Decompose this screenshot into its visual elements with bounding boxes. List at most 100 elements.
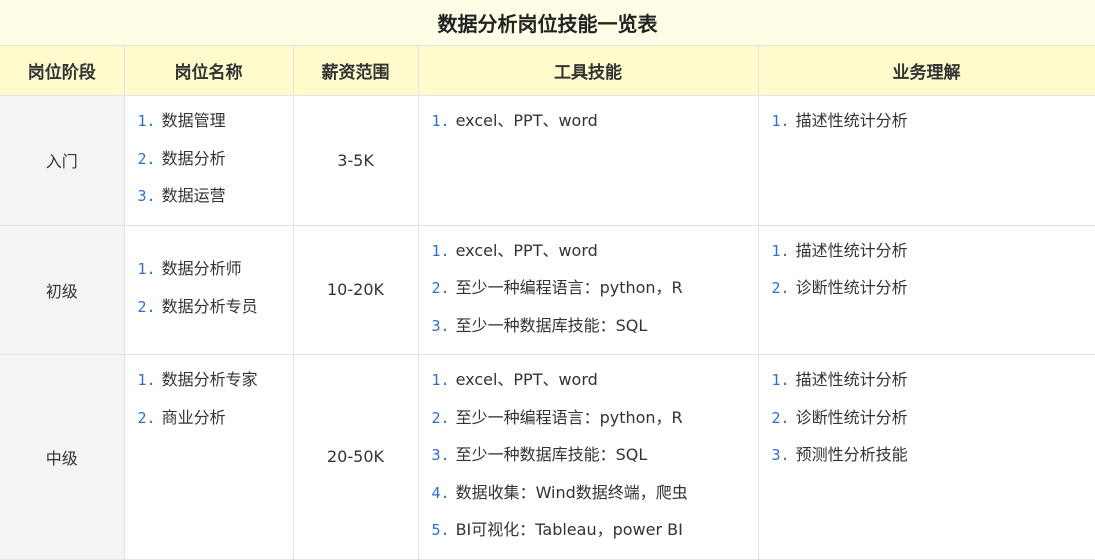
position-names-cell: 1. 数据分析师 2. 数据分析专员 <box>123 224 294 355</box>
names-list: 1. 数据分析师 2. 数据分析专员 <box>125 244 293 335</box>
list-item-text: 至少一种数据库技能：SQL <box>455 445 648 464</box>
list-item: 2. 至少一种编程语言：python，R <box>432 403 758 441</box>
list-item-text: 商业分析 <box>161 407 226 427</box>
list-item-text: 至少一种数据库技能：SQL <box>455 315 648 335</box>
names-list: 1. 数据管理 2. 数据分析 3. 数据运营 <box>125 96 293 225</box>
list-item: 1. 数据管理 <box>138 106 293 144</box>
list-item-text: 至少一种编程语言：python，R <box>455 407 683 427</box>
list-item: 3. 预测性分析技能 <box>772 440 1095 478</box>
header-salary: 薪资范围 <box>292 46 419 96</box>
list-item-text: excel、PPT、word <box>455 240 598 260</box>
names-list: 1. 数据分析专家 2. 商业分析 <box>125 355 293 446</box>
salary-cell: 3-5K <box>292 95 419 226</box>
list-item-text: 描述性统计分析 <box>795 111 908 130</box>
header-row: 岗位阶段 岗位名称 薪资范围 工具技能 业务理解 <box>0 46 1095 96</box>
skills-table: 岗位阶段 岗位名称 薪资范围 工具技能 业务理解 入门 1. 数据管理 2. 数据分析 3… <box>0 46 1095 560</box>
list-item: 2. 数据分析 <box>138 144 293 182</box>
table-row: 初级 1. 数据分析师 2. 数据分析专员 10-20K 1. excel、PPT、word 2… <box>0 224 1095 355</box>
list-number: 2. <box>771 279 790 297</box>
list-number: 1. <box>137 260 156 279</box>
list-number: 1. <box>431 371 450 389</box>
list-item-text: 数据收集：Wind数据终端，爬虫 <box>455 482 688 502</box>
list-item: 2. 诊断性统计分析 <box>772 403 1095 441</box>
header-business: 业务理解 <box>757 46 1095 96</box>
list-number: 4. <box>431 483 450 502</box>
business-cell: 1. 描述性统计分析 <box>757 95 1095 226</box>
salary-cell: 20-50K <box>292 354 419 560</box>
list-item-text: 描述性统计分析 <box>795 370 908 389</box>
tools-list: 1. excel、PPT、word 2. 至少一种编程语言：python，R 3. 至少一… <box>419 355 758 559</box>
list-item-text: 数据运营 <box>161 186 226 205</box>
list-item-text: 预测性分析技能 <box>795 445 908 464</box>
list-item: 2. 至少一种编程语言：python，R <box>432 273 758 311</box>
list-item: 1. 数据分析师 <box>138 254 293 292</box>
list-item: 5. BI可视化：Tableau，power BI <box>432 515 758 553</box>
business-cell: 1. 描述性统计分析 2. 诊断性统计分析 <box>757 224 1095 355</box>
business-list: 1. 描述性统计分析 2. 诊断性统计分析 <box>759 226 1095 317</box>
list-item: 2. 商业分析 <box>138 403 293 441</box>
list-number: 2. <box>137 408 156 427</box>
list-item-text: 数据分析师 <box>161 259 242 279</box>
list-number: 3. <box>431 316 450 335</box>
list-number: 2. <box>137 297 156 316</box>
list-item: 3. 至少一种数据库技能：SQL <box>432 440 758 478</box>
list-item: 3. 至少一种数据库技能：SQL <box>432 311 758 349</box>
list-item-text: 诊断性统计分析 <box>795 278 908 297</box>
list-item: 1. excel、PPT、word <box>432 106 758 144</box>
list-item: 1. excel、PPT、word <box>432 365 758 403</box>
business-list: 1. 描述性统计分析 2. 诊断性统计分析 3. 预测性分析技能 <box>759 355 1095 484</box>
list-number: 1. <box>137 371 156 389</box>
stage-cell: 入门 <box>0 95 125 226</box>
list-item-text: 数据分析专家 <box>161 370 258 389</box>
list-item-text: 数据分析专员 <box>161 296 258 316</box>
tools-list: 1. excel、PPT、word 2. 至少一种编程语言：python，R 3. 至少一… <box>419 226 758 355</box>
list-number: 5. <box>431 521 450 539</box>
list-number: 2. <box>431 408 450 427</box>
tools-cell: 1. excel、PPT、word 2. 至少一种编程语言：python，R 3. 至少一… <box>417 224 759 355</box>
list-item: 2. 诊断性统计分析 <box>772 273 1095 311</box>
list-item: 3. 数据运营 <box>138 181 293 219</box>
list-item: 4. 数据收集：Wind数据终端，爬虫 <box>432 478 758 516</box>
table-title: 数据分析岗位技能一览表 <box>0 0 1095 46</box>
tools-cell: 1. excel、PPT、word 2. 至少一种编程语言：python，R 3. 至少一… <box>417 354 759 560</box>
list-item-text: 描述性统计分析 <box>795 240 908 260</box>
list-item: 2. 数据分析专员 <box>138 292 293 330</box>
header-tools: 工具技能 <box>417 46 759 96</box>
list-item: 1. 描述性统计分析 <box>772 106 1095 144</box>
list-item: 1. excel、PPT、word <box>432 236 758 274</box>
list-item-text: 数据分析 <box>161 148 226 168</box>
list-item-text: excel、PPT、word <box>455 370 598 389</box>
list-item: 1. 描述性统计分析 <box>772 236 1095 274</box>
list-item-text: 诊断性统计分析 <box>795 407 908 427</box>
list-item-text: 至少一种编程语言：python，R <box>455 278 683 297</box>
list-number: 3. <box>771 446 790 464</box>
list-number: 2. <box>771 408 790 427</box>
list-number: 1. <box>771 112 790 130</box>
header-position: 岗位名称 <box>123 46 294 96</box>
list-number: 2. <box>431 279 450 297</box>
position-names-cell: 1. 数据管理 2. 数据分析 3. 数据运营 <box>123 95 294 226</box>
list-number: 1. <box>137 112 156 130</box>
header-stage: 岗位阶段 <box>0 46 125 96</box>
list-item-text: BI可视化：Tableau，power BI <box>455 520 683 539</box>
list-item: 1. 描述性统计分析 <box>772 365 1095 403</box>
table-row: 中级 1. 数据分析专家 2. 商业分析 20-50K 1. excel、PPT、word 2.… <box>0 354 1095 560</box>
stage-cell: 中级 <box>0 354 125 560</box>
business-list: 1. 描述性统计分析 <box>759 96 1095 150</box>
stage-cell: 初级 <box>0 224 125 355</box>
list-number: 2. <box>137 149 156 168</box>
list-item: 1. 数据分析专家 <box>138 365 293 403</box>
list-number: 3. <box>431 446 450 464</box>
list-number: 3. <box>137 187 156 205</box>
tools-cell: 1. excel、PPT、word <box>417 95 759 226</box>
list-number: 1. <box>771 371 790 389</box>
business-cell: 1. 描述性统计分析 2. 诊断性统计分析 3. 预测性分析技能 <box>757 354 1095 560</box>
salary-cell: 10-20K <box>292 224 419 355</box>
list-number: 1. <box>771 241 790 260</box>
list-number: 1. <box>431 112 450 130</box>
position-names-cell: 1. 数据分析专家 2. 商业分析 <box>123 354 294 560</box>
tools-list: 1. excel、PPT、word <box>419 96 758 150</box>
table-row: 入门 1. 数据管理 2. 数据分析 3. 数据运营 3-5K 1. excel、PPT、word… <box>0 95 1095 226</box>
list-item-text: excel、PPT、word <box>455 111 598 130</box>
list-item-text: 数据管理 <box>161 111 226 130</box>
